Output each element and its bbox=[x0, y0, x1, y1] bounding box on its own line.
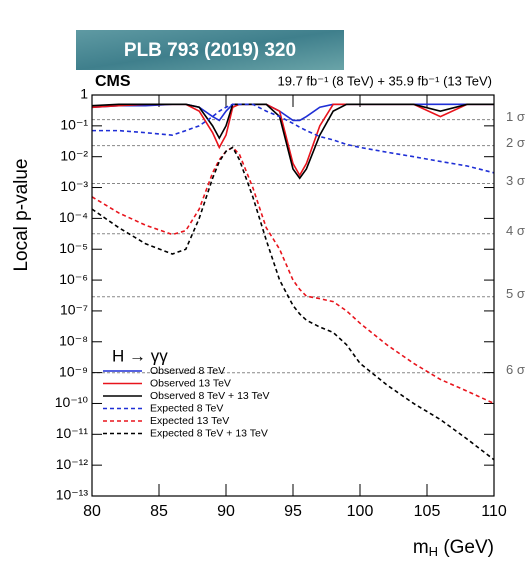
y-tick-label: 10⁻⁷ bbox=[60, 302, 88, 318]
legend-label: Expected 13 TeV bbox=[150, 415, 229, 427]
x-tick-label: 110 bbox=[481, 503, 507, 520]
y-tick-label: 1 bbox=[80, 86, 88, 102]
series-line bbox=[91, 103, 494, 180]
x-tick-label: 85 bbox=[150, 503, 168, 520]
y-tick-label: 10⁻¹¹ bbox=[56, 425, 89, 441]
y-tick-label: 10⁻⁶ bbox=[59, 271, 88, 287]
y-tick-label: 10⁻⁹ bbox=[59, 363, 88, 379]
x-axis-label: mH (GeV) bbox=[413, 537, 494, 559]
series-line bbox=[91, 103, 494, 177]
chart-title: CMS bbox=[95, 73, 131, 90]
x-tick-label: 80 bbox=[83, 503, 101, 520]
banner-background bbox=[76, 30, 344, 70]
x-tick-label: 95 bbox=[284, 503, 302, 520]
legend-label: Expected 8 TeV + 13 TeV bbox=[150, 427, 268, 439]
legend-label: Observed 8 TeV bbox=[150, 365, 225, 377]
plot-frame bbox=[91, 94, 495, 497]
y-tick-label: 10⁻¹³ bbox=[56, 487, 89, 503]
series-line bbox=[91, 146, 495, 461]
y-tick-label: 10⁻⁸ bbox=[59, 332, 88, 348]
y-tick-label: 10⁻¹ bbox=[60, 117, 88, 133]
sigma-label: 4 σ bbox=[506, 223, 525, 238]
banner: PLB 793 (2019) 320 bbox=[124, 40, 296, 61]
annotation: H → γγ bbox=[112, 346, 168, 365]
sigma-label: 5 σ bbox=[506, 286, 525, 301]
chart-subtitle: 19.7 fb⁻¹ (8 TeV) + 35.9 fb⁻¹ (13 TeV) bbox=[278, 73, 493, 88]
y-tick-label: 10⁻⁴ bbox=[59, 209, 88, 225]
series-line bbox=[92, 103, 495, 174]
x-axis-label-unit: (GeV) bbox=[438, 537, 494, 558]
y-tick-label: 10⁻⁵ bbox=[59, 240, 88, 256]
sigma-label: 6 σ bbox=[506, 362, 525, 377]
x-axis-label-sub: H bbox=[429, 544, 438, 559]
series-line bbox=[91, 146, 495, 405]
x-axis-label-main: m bbox=[413, 537, 429, 558]
legend-label: Expected 8 TeV bbox=[150, 402, 223, 414]
y-tick-label: 10⁻¹⁰ bbox=[55, 394, 89, 410]
x-tick-label: 105 bbox=[414, 503, 441, 520]
sigma-label: 2 σ bbox=[506, 135, 525, 150]
sigma-label: 1 σ bbox=[506, 109, 525, 124]
y-axis-label: Local p-value bbox=[11, 158, 32, 271]
y-tick-label: 10⁻³ bbox=[60, 178, 88, 194]
sigma-label: 3 σ bbox=[506, 173, 525, 188]
x-tick-label: 100 bbox=[347, 503, 374, 520]
legend-label: Observed 8 TeV + 13 TeV bbox=[150, 390, 270, 402]
legend-label: Observed 13 TeV bbox=[150, 377, 231, 389]
y-tick-label: 10⁻¹² bbox=[56, 456, 89, 472]
x-tick-label: 90 bbox=[217, 503, 235, 520]
y-tick-label: 10⁻² bbox=[60, 147, 88, 163]
